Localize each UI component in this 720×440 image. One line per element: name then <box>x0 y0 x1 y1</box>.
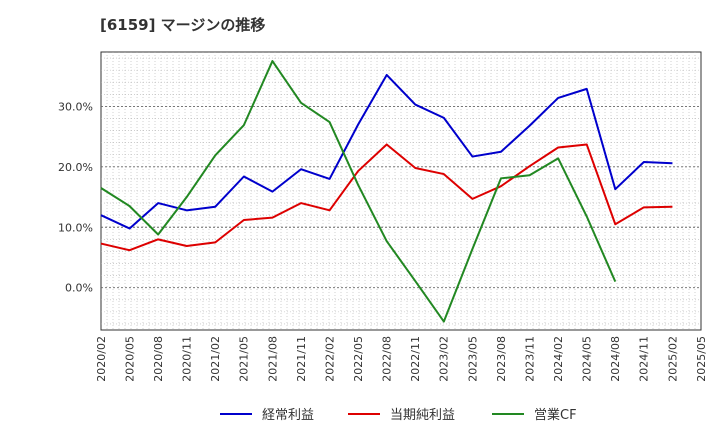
x-tick-label: 2025/02 <box>666 336 679 382</box>
chart-title: [6159] マージンの推移 <box>100 16 266 34</box>
x-tick-label: 2022/02 <box>323 336 336 382</box>
x-tick-label: 2024/02 <box>552 336 565 382</box>
x-tick-label: 2023/05 <box>466 336 479 382</box>
x-tick-label: 2020/02 <box>95 336 108 382</box>
x-tick-label: 2020/11 <box>181 336 194 382</box>
x-tick-label: 2023/08 <box>495 336 508 382</box>
legend-label: 営業CF <box>534 407 577 423</box>
x-tick-label: 2021/11 <box>295 336 308 382</box>
x-tick-label: 2021/08 <box>266 336 279 382</box>
x-tick-label: 2022/08 <box>381 336 394 382</box>
x-tick-label: 2023/02 <box>438 336 451 382</box>
x-tick-label: 2021/05 <box>238 336 251 382</box>
x-tick-label: 2022/05 <box>352 336 365 382</box>
x-tick-label: 2024/08 <box>609 336 622 382</box>
y-tick-label: 10.0% <box>58 221 93 234</box>
grid <box>101 52 701 330</box>
legend-label: 当期純利益 <box>390 408 455 423</box>
legend-label: 経常利益 <box>262 408 314 423</box>
x-tick-label: 2024/05 <box>581 336 594 382</box>
x-tick-label: 2023/11 <box>523 336 536 382</box>
series-line <box>100 73 673 230</box>
series-line <box>100 60 617 323</box>
x-tick-label: 2024/11 <box>638 336 651 382</box>
x-tick-label: 2022/11 <box>409 336 422 382</box>
x-tick-label: 2020/05 <box>123 336 136 382</box>
series-line <box>100 143 673 252</box>
y-tick-label: 0.0% <box>65 282 93 295</box>
x-tick-label: 2025/05 <box>695 336 708 382</box>
x-tick-label: 2020/08 <box>152 336 165 382</box>
y-tick-label: 20.0% <box>58 161 93 174</box>
x-tick-label: 2021/02 <box>209 336 222 382</box>
y-tick-label: 30.0% <box>58 100 93 113</box>
